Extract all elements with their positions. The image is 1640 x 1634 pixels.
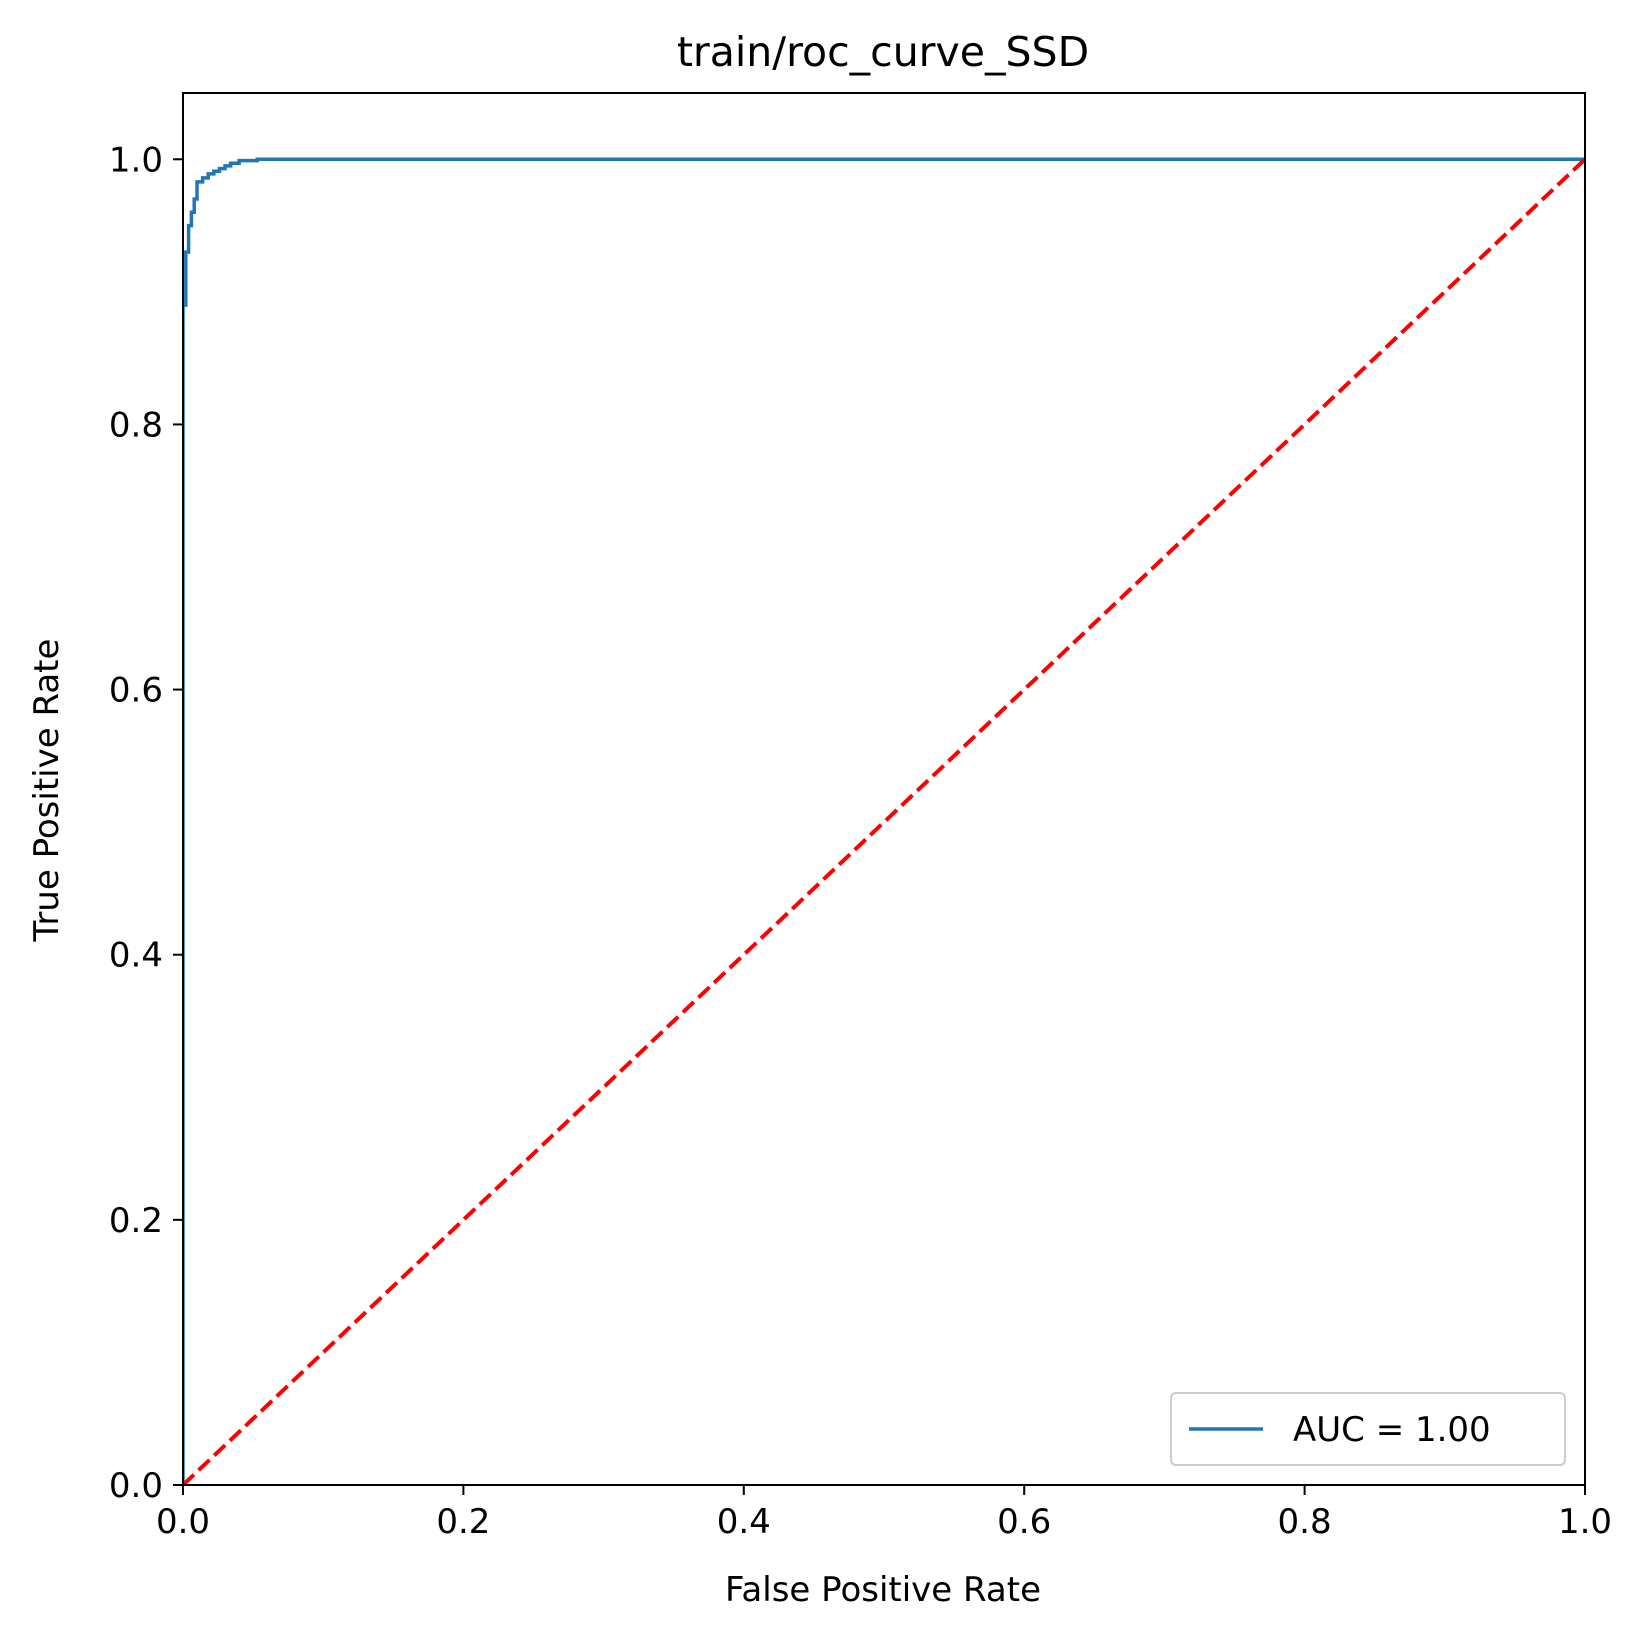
x-tick-label: 0.0 (156, 1502, 210, 1542)
axes-frame (182, 92, 1586, 1486)
chart-title: train/roc_curve_SSD (677, 28, 1089, 76)
x-tick-label: 0.6 (997, 1502, 1051, 1542)
x-tick-label: 1.0 (1558, 1502, 1612, 1542)
y-tick-label: 0.4 (109, 936, 163, 976)
plot-area: 0.0 0.2 0.4 0.6 0.8 1.0 0.0 0.2 0.4 0.6 0.8 1.0 AUC … (109, 92, 1612, 1542)
roc-curve-line (183, 157, 1585, 1485)
y-tick-label: 0.2 (109, 1201, 163, 1241)
y-tick-label: 1.0 (109, 140, 163, 180)
x-axis-label: False Positive Rate (725, 1570, 1041, 1610)
y-tick-label: 0.0 (109, 1466, 163, 1506)
y-tick-label: 0.6 (109, 671, 163, 711)
legend-label: AUC = 1.00 (1293, 1410, 1491, 1450)
x-tick-label: 0.8 (1278, 1502, 1332, 1542)
x-tick-label: 0.4 (717, 1502, 771, 1542)
y-tick-label: 0.8 (109, 405, 163, 445)
x-tick-label: 0.2 (436, 1502, 490, 1542)
legend-box (1170, 1392, 1566, 1466)
y-axis-label: True Positive Rate (27, 639, 67, 943)
